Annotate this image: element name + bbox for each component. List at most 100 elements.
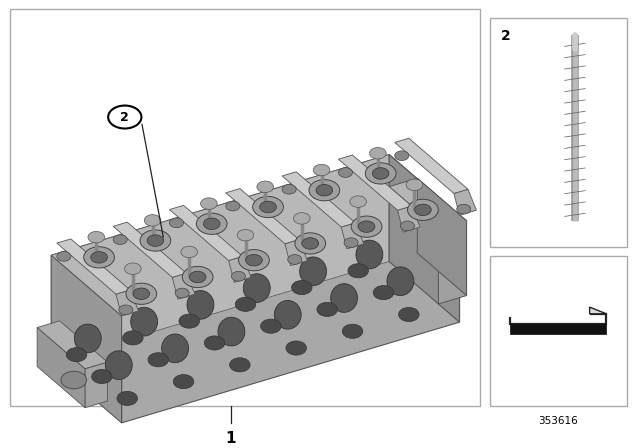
Circle shape: [348, 264, 369, 278]
Polygon shape: [417, 178, 467, 296]
Polygon shape: [226, 189, 299, 244]
Circle shape: [113, 235, 127, 245]
Circle shape: [260, 201, 276, 213]
Circle shape: [144, 215, 161, 226]
Polygon shape: [37, 327, 85, 408]
Circle shape: [316, 185, 333, 196]
Circle shape: [84, 247, 115, 268]
Circle shape: [292, 280, 312, 295]
Circle shape: [126, 283, 157, 304]
Circle shape: [309, 180, 340, 201]
Circle shape: [399, 307, 419, 322]
Text: 353616: 353616: [538, 416, 579, 426]
Circle shape: [302, 238, 319, 249]
Circle shape: [108, 106, 141, 129]
Polygon shape: [51, 255, 122, 423]
Circle shape: [61, 371, 86, 389]
Circle shape: [119, 305, 133, 314]
Circle shape: [365, 163, 396, 184]
Polygon shape: [438, 221, 467, 304]
Circle shape: [408, 199, 438, 220]
Ellipse shape: [356, 240, 383, 269]
Circle shape: [91, 252, 108, 263]
Circle shape: [148, 353, 168, 367]
Polygon shape: [397, 206, 420, 232]
Polygon shape: [454, 189, 476, 215]
Bar: [511, 324, 607, 334]
Ellipse shape: [275, 301, 301, 329]
Polygon shape: [389, 155, 460, 322]
Circle shape: [358, 221, 375, 233]
Polygon shape: [589, 307, 607, 314]
Polygon shape: [282, 172, 355, 227]
Ellipse shape: [300, 257, 326, 286]
Polygon shape: [116, 290, 138, 316]
Ellipse shape: [218, 317, 245, 346]
Polygon shape: [51, 155, 389, 362]
Circle shape: [344, 238, 358, 248]
Circle shape: [189, 271, 206, 283]
Circle shape: [295, 233, 326, 254]
Circle shape: [179, 314, 200, 328]
Circle shape: [232, 271, 246, 281]
Polygon shape: [285, 240, 307, 266]
Circle shape: [253, 196, 284, 218]
Circle shape: [415, 204, 431, 215]
Circle shape: [133, 288, 150, 300]
Circle shape: [170, 218, 184, 228]
Polygon shape: [51, 155, 460, 316]
Circle shape: [342, 324, 363, 338]
Polygon shape: [339, 155, 412, 210]
Circle shape: [351, 216, 382, 237]
Circle shape: [317, 302, 337, 316]
Circle shape: [196, 213, 227, 234]
Circle shape: [140, 230, 171, 251]
Circle shape: [92, 370, 112, 383]
Polygon shape: [113, 222, 186, 277]
Circle shape: [236, 297, 256, 311]
Ellipse shape: [106, 351, 132, 379]
Bar: [490, 256, 627, 406]
Ellipse shape: [387, 267, 414, 296]
Circle shape: [282, 185, 296, 194]
Circle shape: [237, 229, 254, 241]
Circle shape: [294, 213, 310, 224]
Bar: [490, 17, 627, 247]
Polygon shape: [170, 205, 243, 261]
Polygon shape: [122, 215, 460, 423]
Circle shape: [88, 232, 104, 243]
Text: 2: 2: [120, 111, 129, 124]
Polygon shape: [57, 239, 130, 294]
Ellipse shape: [131, 307, 157, 336]
Polygon shape: [172, 273, 195, 299]
Circle shape: [226, 201, 240, 211]
Circle shape: [372, 168, 389, 179]
Circle shape: [175, 288, 189, 298]
Circle shape: [288, 254, 302, 264]
Circle shape: [286, 341, 307, 355]
Circle shape: [260, 319, 281, 333]
Circle shape: [173, 375, 194, 389]
Bar: [10, 9, 480, 406]
Circle shape: [339, 168, 353, 177]
Circle shape: [125, 263, 141, 275]
Circle shape: [147, 235, 164, 246]
Circle shape: [204, 336, 225, 350]
Ellipse shape: [187, 290, 214, 319]
Circle shape: [200, 198, 217, 209]
Ellipse shape: [243, 274, 270, 302]
Circle shape: [230, 358, 250, 372]
Circle shape: [182, 267, 213, 288]
Text: 2: 2: [501, 29, 511, 43]
Text: 1: 1: [225, 431, 236, 446]
Polygon shape: [85, 362, 108, 408]
Circle shape: [181, 246, 198, 258]
Circle shape: [313, 164, 330, 176]
Polygon shape: [341, 223, 364, 249]
Circle shape: [117, 391, 138, 405]
Circle shape: [204, 218, 220, 229]
Ellipse shape: [331, 284, 358, 312]
Circle shape: [123, 331, 143, 345]
Circle shape: [401, 221, 415, 231]
Circle shape: [406, 179, 423, 190]
